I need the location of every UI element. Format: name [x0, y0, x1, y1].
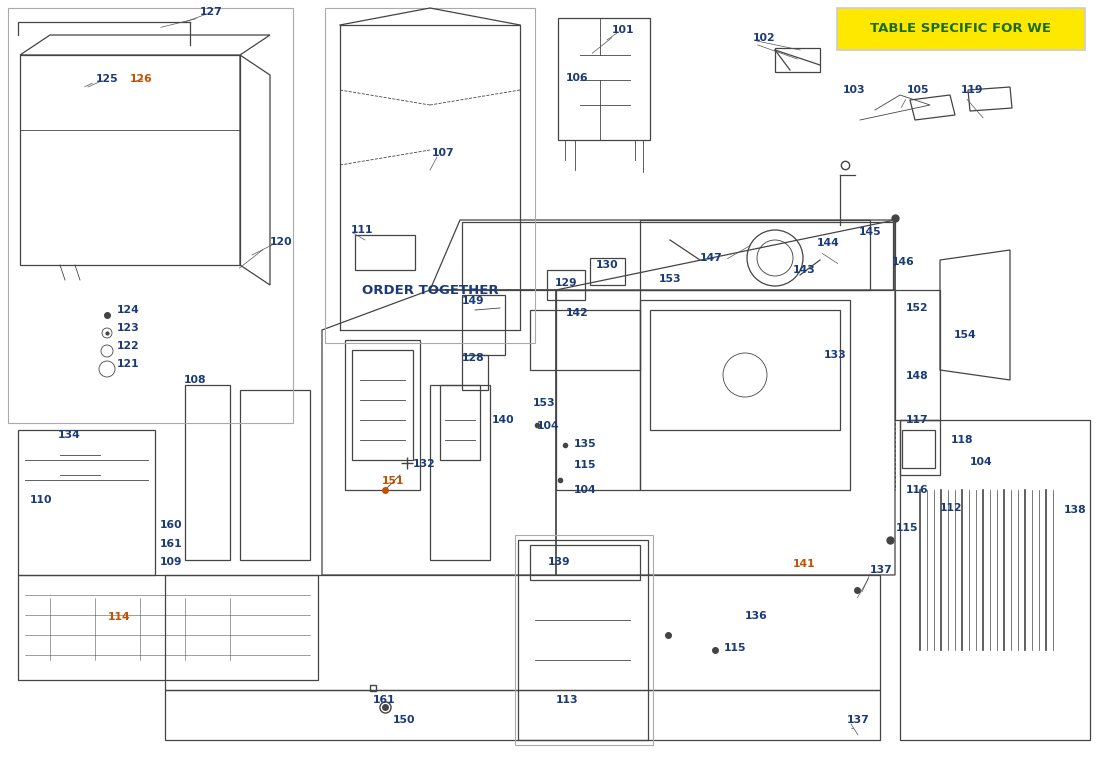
Text: 101: 101	[612, 25, 635, 35]
Text: 129: 129	[556, 278, 578, 288]
Text: TABLE SPECIFIC FOR WE: TABLE SPECIFIC FOR WE	[870, 23, 1052, 36]
Text: 148: 148	[906, 371, 928, 381]
Text: 121: 121	[117, 359, 140, 369]
Text: 104: 104	[537, 421, 560, 431]
Text: 149: 149	[462, 296, 485, 306]
Text: 137: 137	[870, 565, 893, 575]
Text: 112: 112	[940, 503, 962, 513]
Text: 114: 114	[108, 612, 131, 622]
Text: 111: 111	[351, 225, 374, 235]
Text: 136: 136	[745, 611, 768, 621]
Text: 138: 138	[1064, 505, 1087, 515]
Text: 134: 134	[58, 430, 80, 440]
Text: 128: 128	[462, 353, 485, 363]
Text: 127: 127	[200, 7, 222, 17]
Text: 125: 125	[96, 74, 119, 84]
Text: 132: 132	[412, 459, 436, 469]
Text: 153: 153	[534, 398, 556, 408]
Text: 141: 141	[793, 559, 815, 569]
Text: 113: 113	[556, 695, 579, 705]
Text: 144: 144	[817, 238, 839, 248]
Text: 110: 110	[30, 495, 53, 505]
Text: 103: 103	[843, 85, 866, 95]
Text: 153: 153	[659, 274, 682, 284]
Bar	[837, 8, 1085, 50]
Text: 107: 107	[432, 148, 454, 158]
Text: 123: 123	[117, 323, 140, 333]
Text: 126: 126	[130, 74, 153, 84]
Text: 120: 120	[270, 237, 293, 247]
Text: 122: 122	[117, 341, 140, 351]
Text: 152: 152	[906, 303, 928, 313]
Text: 161: 161	[160, 539, 183, 549]
Text: 150: 150	[393, 715, 416, 725]
Bar	[324, 8, 535, 343]
Text: 104: 104	[574, 485, 596, 495]
Text: 130: 130	[596, 260, 618, 270]
Text: 105: 105	[908, 85, 930, 95]
Text: 119: 119	[961, 85, 983, 95]
Text: 135: 135	[574, 439, 596, 449]
Bar	[8, 8, 293, 423]
Text: 137: 137	[847, 715, 870, 725]
Text: ORDER TOGETHER: ORDER TOGETHER	[362, 284, 498, 297]
Text: 146: 146	[892, 257, 915, 267]
Text: 108: 108	[184, 375, 207, 385]
Text: 116: 116	[906, 485, 928, 495]
Text: 106: 106	[566, 73, 588, 83]
Text: 115: 115	[724, 643, 747, 653]
Text: 117: 117	[906, 415, 928, 425]
Text: 115: 115	[574, 460, 596, 470]
Text: 161: 161	[373, 695, 396, 705]
Text: 115: 115	[896, 523, 918, 533]
Text: 140: 140	[492, 415, 515, 425]
Text: 143: 143	[793, 265, 816, 275]
Text: 118: 118	[952, 435, 974, 445]
Text: 142: 142	[566, 308, 588, 318]
Text: 124: 124	[117, 305, 140, 315]
Text: 104: 104	[970, 457, 992, 467]
Text: 151: 151	[382, 476, 405, 486]
Text: 160: 160	[160, 520, 183, 530]
Text: 154: 154	[954, 330, 977, 340]
Text: 147: 147	[700, 253, 723, 263]
Text: 102: 102	[754, 33, 776, 43]
Text: 133: 133	[824, 350, 847, 360]
Text: 109: 109	[160, 557, 183, 567]
Text: 139: 139	[548, 557, 571, 567]
Bar	[515, 535, 653, 745]
Text: 145: 145	[859, 227, 881, 237]
